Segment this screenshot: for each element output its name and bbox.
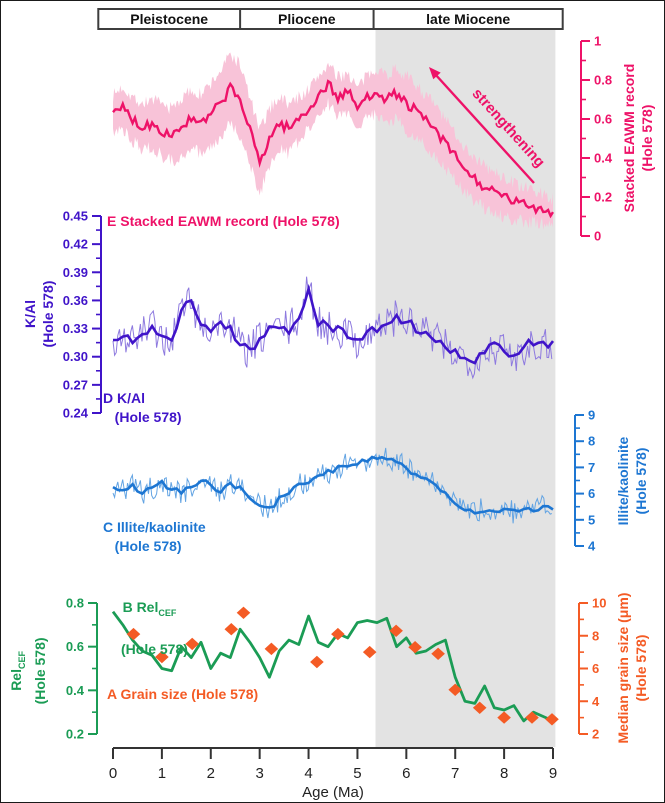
x-tick-label: 7 [451,765,459,782]
x-tick-label: 2 [207,765,215,782]
tick-label: 8 [592,628,599,643]
series-a-diamonds [126,606,559,726]
diamond-marker [389,624,403,637]
tick-label: 0.2 [66,727,84,742]
tick-label: 2 [592,727,599,742]
tick-label: 0.6 [66,639,84,654]
tick-label: 4 [588,539,596,554]
tick-label: 7 [588,460,595,475]
axis-title-k-al: K/Al (Hole 578) [22,280,56,348]
panel-label-e: E Stacked EAWM record (Hole 578) [107,213,340,229]
diamond-marker [408,641,422,654]
axis-b: 0.2 0.4 0.6 0.8 [66,596,98,742]
x-tick-label: 4 [304,765,312,782]
epoch-label: Pleistocene [130,11,208,27]
x-tick-label: 8 [500,765,508,782]
panel-label-b-text: B Rel [122,599,159,615]
epoch-label: late Miocene [426,11,510,27]
series-c-smoothed [112,455,554,515]
panel-label-b-subscript: CEF [158,607,177,618]
axis-d: 0.24 0.27 0.30 0.33 0.36 0.39 0.42 0.45 [63,209,102,421]
tick-label: 0.6 [594,112,612,127]
axis-c: 4 5 6 7 8 9 [574,408,596,554]
diamond-marker [472,701,487,714]
tick-label: 6 [588,486,595,501]
diamond-marker [310,655,324,669]
tick-label: 4 [592,694,600,709]
x-tick-label: 6 [402,765,410,782]
tick-label: 0 [594,229,601,244]
tick-label: 0.36 [63,293,88,308]
x-tick-label: 9 [549,765,557,782]
tick-label: 0.33 [63,321,88,336]
x-tick-label: 1 [158,765,166,782]
diamond-marker [525,711,539,724]
epoch-bar: Pleistocene Pliocene late Miocene [97,8,564,30]
panel-label-a: A Grain size (Hole 578) [107,686,259,702]
series-b-line [111,610,554,723]
tick-label: 0.8 [66,596,84,611]
tick-label: 0.24 [63,406,89,421]
axis-title-stacked-eawm: Stacked EAWM record (Hole 578) [621,63,655,213]
tick-label: 5 [588,512,595,527]
tick-label: 0.4 [594,151,613,166]
tick-label: 0.27 [63,377,88,392]
tick-label: 0.8 [594,73,612,88]
tick-label: 0.39 [63,265,88,280]
diamond-marker [431,647,445,660]
tick-label: 0.4 [66,683,85,698]
axis-title-rel-cef: RelCEF (Hole 578) [8,637,48,705]
panel-label-c: C Illite/kaolinite (Hole 578) [103,519,206,554]
tick-label: 0.30 [63,349,88,364]
diamond-marker [448,683,462,696]
tick-label: 9 [588,408,595,423]
diamond-marker [224,623,239,636]
x-tick-label: 5 [353,765,361,782]
tick-label: 0.45 [63,209,88,224]
x-axis: 0 1 2 3 4 5 6 7 8 9 Age (Ma) [109,747,557,801]
series-e-line [112,79,555,219]
diamond-marker [155,650,169,664]
diamond-marker [236,606,251,619]
tick-label: 10 [592,596,606,611]
axis-a: 2 4 6 8 10 [578,596,606,742]
x-tick-label: 0 [109,765,117,782]
diamond-marker [185,637,199,651]
x-axis-title: Age (Ma) [302,784,364,801]
tick-label: 8 [588,434,595,449]
panel-label-b-line2: (Hole 578) [121,640,188,657]
diamond-marker [264,642,279,656]
diamond-marker [497,711,511,724]
tick-label: 6 [592,661,599,676]
tick-label: 0.2 [594,190,612,205]
panel-label-d: D K/Al (Hole 578) [103,390,182,425]
x-tick-label: 3 [255,765,263,782]
epoch-label: Pliocene [278,11,336,27]
diamond-marker [126,627,141,641]
series-d-smoothed [112,283,555,365]
diamond-marker [331,627,345,641]
axis-e: 0 0.2 0.4 0.6 0.8 1 [580,34,613,244]
tick-label: 1 [594,34,601,49]
panel-label-b: B RelCEF (Hole 578) [107,580,188,694]
tick-label: 0.42 [63,237,88,252]
series-e-envelope [113,52,553,230]
axis-title-median-grain-size: Median grain size (μm) (Hole 578) [615,592,649,744]
diamond-marker [362,645,377,659]
series-c-raw [112,447,552,524]
diamond-marker [545,713,559,726]
